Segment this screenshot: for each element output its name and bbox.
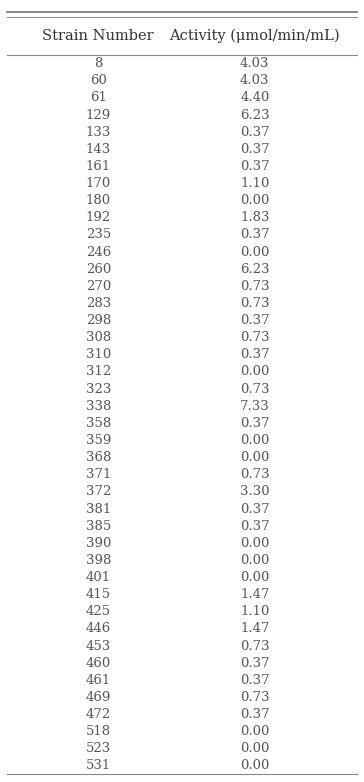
Text: 6.23: 6.23 <box>240 109 270 121</box>
Text: 0.37: 0.37 <box>240 143 270 156</box>
Text: 0.00: 0.00 <box>240 759 269 773</box>
Text: 6.23: 6.23 <box>240 263 270 276</box>
Text: 472: 472 <box>86 708 111 721</box>
Text: 1.10: 1.10 <box>240 605 269 619</box>
Text: 372: 372 <box>86 486 111 498</box>
Text: 0.37: 0.37 <box>240 674 270 687</box>
Text: 0.73: 0.73 <box>240 332 270 344</box>
Text: 1.47: 1.47 <box>240 588 270 601</box>
Text: 0.73: 0.73 <box>240 297 270 310</box>
Text: 0.37: 0.37 <box>240 160 270 173</box>
Text: 0.73: 0.73 <box>240 382 270 396</box>
Text: 0.37: 0.37 <box>240 126 270 138</box>
Text: 0.00: 0.00 <box>240 536 269 550</box>
Text: 260: 260 <box>86 263 111 276</box>
Text: 1.47: 1.47 <box>240 622 270 636</box>
Text: 310: 310 <box>86 348 111 361</box>
Text: 0.00: 0.00 <box>240 571 269 584</box>
Text: 133: 133 <box>86 126 111 138</box>
Text: 0.00: 0.00 <box>240 434 269 447</box>
Text: 143: 143 <box>86 143 111 156</box>
Text: 323: 323 <box>86 382 111 396</box>
Text: 0.73: 0.73 <box>240 280 270 292</box>
Text: 1.10: 1.10 <box>240 177 269 190</box>
Text: 425: 425 <box>86 605 111 619</box>
Text: 371: 371 <box>86 468 111 481</box>
Text: 4.03: 4.03 <box>240 57 270 70</box>
Text: 0.73: 0.73 <box>240 640 270 652</box>
Text: 170: 170 <box>86 177 111 190</box>
Text: 129: 129 <box>86 109 111 121</box>
Text: 0.37: 0.37 <box>240 314 270 327</box>
Text: 401: 401 <box>86 571 111 584</box>
Text: 0.73: 0.73 <box>240 468 270 481</box>
Text: 4.40: 4.40 <box>240 91 269 105</box>
Text: 4.03: 4.03 <box>240 74 270 88</box>
Text: 460: 460 <box>86 657 111 669</box>
Text: 308: 308 <box>86 332 111 344</box>
Text: 359: 359 <box>86 434 111 447</box>
Text: 381: 381 <box>86 503 111 515</box>
Text: 283: 283 <box>86 297 111 310</box>
Text: 192: 192 <box>86 211 111 224</box>
Text: 0.37: 0.37 <box>240 228 270 242</box>
Text: 3.30: 3.30 <box>240 486 270 498</box>
Text: 312: 312 <box>86 365 111 378</box>
Text: 469: 469 <box>86 691 111 704</box>
Text: 1.83: 1.83 <box>240 211 270 224</box>
Text: 0.00: 0.00 <box>240 194 269 207</box>
Text: 0.00: 0.00 <box>240 451 269 465</box>
Text: 8: 8 <box>94 57 103 70</box>
Text: 453: 453 <box>86 640 111 652</box>
Text: 0.00: 0.00 <box>240 725 269 738</box>
Text: 0.00: 0.00 <box>240 246 269 259</box>
Text: 270: 270 <box>86 280 111 292</box>
Text: 358: 358 <box>86 417 111 430</box>
Text: 0.37: 0.37 <box>240 348 270 361</box>
Text: 0.37: 0.37 <box>240 708 270 721</box>
Text: 398: 398 <box>86 554 111 567</box>
Text: 390: 390 <box>86 536 111 550</box>
Text: 0.37: 0.37 <box>240 520 270 533</box>
Text: 61: 61 <box>90 91 107 105</box>
Text: 523: 523 <box>86 742 111 755</box>
Text: 246: 246 <box>86 246 111 259</box>
Text: 180: 180 <box>86 194 111 207</box>
Text: 0.37: 0.37 <box>240 503 270 515</box>
Text: 0.37: 0.37 <box>240 417 270 430</box>
Text: 0.73: 0.73 <box>240 691 270 704</box>
Text: 446: 446 <box>86 622 111 636</box>
Text: 518: 518 <box>86 725 111 738</box>
Text: 7.33: 7.33 <box>240 400 270 413</box>
Text: 0.37: 0.37 <box>240 657 270 669</box>
Text: Activity (μmol/min/mL): Activity (μmol/min/mL) <box>170 29 340 43</box>
Text: 415: 415 <box>86 588 111 601</box>
Text: 298: 298 <box>86 314 111 327</box>
Text: 461: 461 <box>86 674 111 687</box>
Text: 60: 60 <box>90 74 107 88</box>
Text: 531: 531 <box>86 759 111 773</box>
Text: 338: 338 <box>86 400 111 413</box>
Text: 235: 235 <box>86 228 111 242</box>
Text: Strain Number: Strain Number <box>43 29 154 43</box>
Text: 0.00: 0.00 <box>240 742 269 755</box>
Text: 385: 385 <box>86 520 111 533</box>
Text: 0.00: 0.00 <box>240 365 269 378</box>
Text: 368: 368 <box>86 451 111 465</box>
Text: 161: 161 <box>86 160 111 173</box>
Text: 0.00: 0.00 <box>240 554 269 567</box>
